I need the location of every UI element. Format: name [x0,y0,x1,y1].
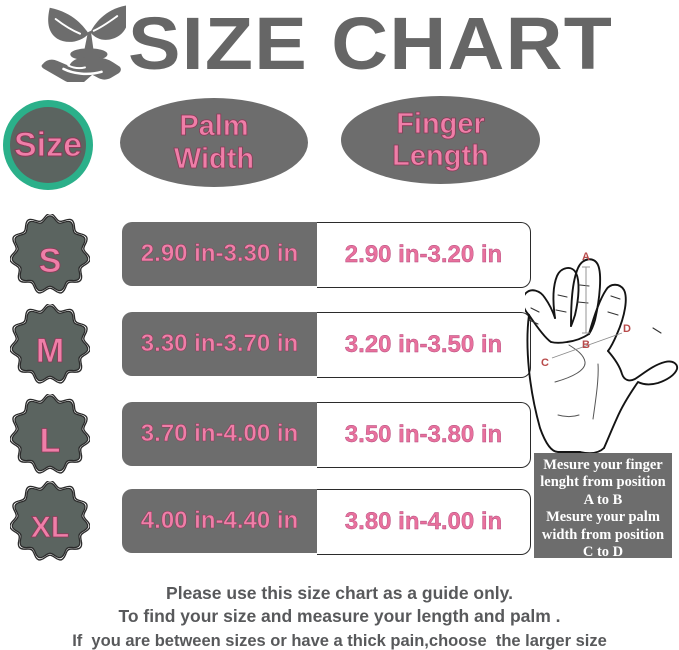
svg-text:A: A [582,251,590,263]
svg-text:C: C [541,357,549,369]
svg-text:B: B [582,339,590,351]
svg-text:D: D [623,323,631,335]
